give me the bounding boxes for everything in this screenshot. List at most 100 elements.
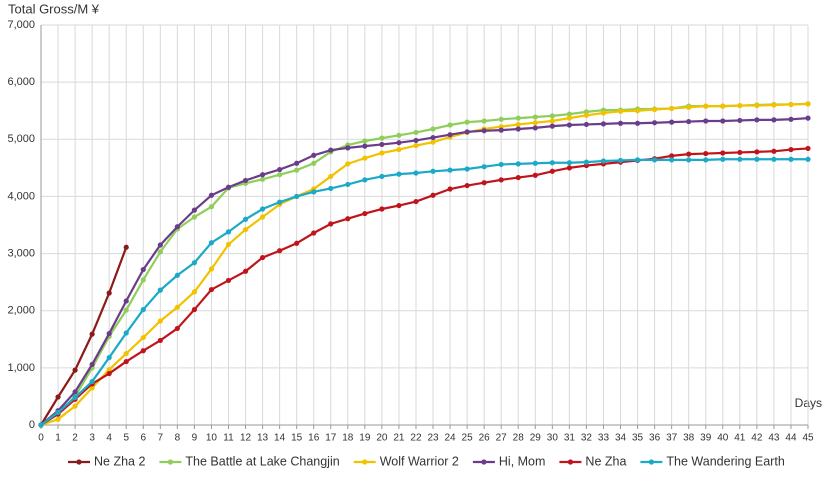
series-line <box>40 158 808 426</box>
data-point <box>720 118 726 124</box>
legend: Ne Zha 2 The Battle at Lake Changjin Wolf … <box>68 454 785 468</box>
data-point <box>498 177 504 183</box>
data-point <box>362 143 368 149</box>
legend-label: The Wandering Earth <box>666 454 784 468</box>
data-point <box>157 242 163 248</box>
data-point <box>123 330 129 336</box>
data-point <box>242 226 249 233</box>
x-tick-label: 15 <box>291 433 303 444</box>
data-point <box>430 192 436 198</box>
data-point <box>686 151 692 157</box>
data-point <box>737 149 743 156</box>
data-point <box>89 361 95 368</box>
y-tick-label: 6,000 <box>7 76 35 88</box>
data-point <box>89 378 95 385</box>
data-point <box>413 142 419 149</box>
data-point <box>106 366 112 373</box>
data-point <box>208 204 215 210</box>
data-point <box>652 120 658 126</box>
data-point <box>174 325 180 332</box>
data-point <box>583 159 590 165</box>
data-point <box>72 403 78 409</box>
data-point <box>669 105 675 112</box>
data-point <box>396 132 402 138</box>
data-point <box>328 185 334 192</box>
x-tick-label: 39 <box>700 433 712 444</box>
data-point <box>703 150 709 157</box>
data-point <box>362 177 368 183</box>
x-tick-label: 16 <box>308 433 320 444</box>
data-point <box>174 304 180 310</box>
data-point <box>140 334 146 341</box>
data-point <box>532 160 538 166</box>
data-point <box>225 229 232 235</box>
data-point <box>498 116 504 122</box>
legend-label: Hi, Mom <box>499 454 546 468</box>
x-tick-label: 43 <box>768 433 780 444</box>
legend-label: Wolf Warrior 2 <box>380 454 459 468</box>
data-point <box>788 116 794 122</box>
data-point <box>379 141 385 148</box>
data-point <box>208 192 215 198</box>
legend-swatch-dot <box>76 459 82 465</box>
x-tick-label: 41 <box>734 433 746 444</box>
data-point <box>106 354 112 361</box>
data-point <box>396 202 402 209</box>
data-point <box>805 156 811 162</box>
data-point <box>583 112 590 118</box>
data-point <box>447 122 453 128</box>
data-point <box>583 121 590 128</box>
data-point <box>191 207 197 213</box>
data-point <box>720 150 726 156</box>
x-tick-label: 45 <box>802 433 814 444</box>
data-point <box>532 114 538 120</box>
data-point <box>549 113 555 119</box>
data-point <box>464 119 470 125</box>
data-point <box>430 134 436 141</box>
data-point <box>157 249 163 255</box>
y-axis-label: Total Gross/M ¥ <box>8 1 100 16</box>
data-point <box>242 216 249 222</box>
data-point <box>259 172 266 178</box>
data-point <box>55 416 61 422</box>
x-tick-label: 34 <box>615 433 627 444</box>
x-tick-label: 24 <box>445 433 457 444</box>
x-tick-label: 42 <box>751 433 763 444</box>
data-point <box>242 268 249 274</box>
data-point <box>294 167 300 173</box>
x-tick-label: 20 <box>376 433 388 444</box>
x-tick-label: 8 <box>175 433 181 444</box>
y-tick-label: 5,000 <box>7 133 35 145</box>
x-tick-label: 27 <box>496 433 508 444</box>
x-tick-label: 38 <box>683 433 695 444</box>
data-point <box>157 318 163 324</box>
data-point <box>788 146 794 153</box>
x-tick-label: 18 <box>342 433 354 444</box>
x-tick-label: 13 <box>257 433 269 444</box>
data-point <box>311 160 317 166</box>
data-point <box>447 167 453 173</box>
legend-label: The Battle at Lake Changjin <box>185 454 339 468</box>
data-point <box>669 119 675 125</box>
data-point <box>754 102 760 109</box>
data-point <box>754 117 760 123</box>
data-point <box>515 161 521 167</box>
x-tick-label: 25 <box>462 433 474 444</box>
data-point <box>140 348 146 354</box>
data-point <box>123 298 129 304</box>
data-point <box>771 148 777 154</box>
data-point <box>379 150 385 156</box>
plot <box>38 101 811 428</box>
data-point <box>157 337 163 344</box>
data-point <box>259 214 266 220</box>
y-tick-label: 2,000 <box>7 305 35 317</box>
data-point <box>123 244 129 250</box>
data-point <box>549 118 555 124</box>
x-tick-label: 14 <box>274 433 286 444</box>
x-tick-label: 7 <box>158 433 164 444</box>
data-point <box>754 156 760 162</box>
x-tick-label: 26 <box>479 433 491 444</box>
data-point <box>72 394 78 401</box>
data-point <box>328 173 334 180</box>
data-point <box>191 306 197 313</box>
